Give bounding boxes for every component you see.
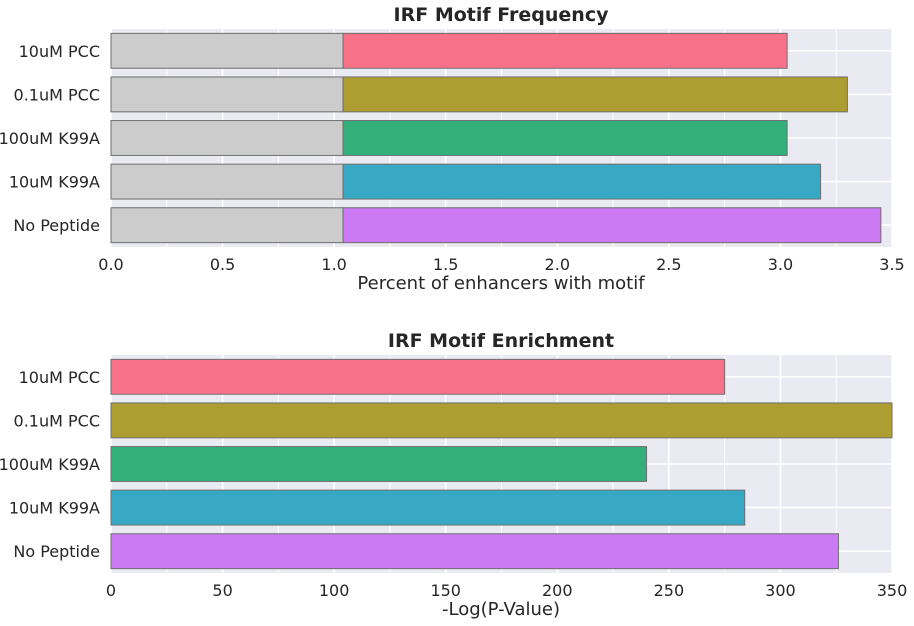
enrichment-bars <box>110 358 893 570</box>
frequency-x-tick-label: 0.5 <box>210 255 235 274</box>
enrichment-x-axis-label: -Log(P-Value) <box>442 599 560 620</box>
enrichment-y-tick-label: No Peptide <box>13 542 100 561</box>
frequency-x-tick-label: 0.0 <box>98 255 123 274</box>
enrichment-x-tick-label: 200 <box>542 581 573 600</box>
frequency-background-bar <box>110 207 344 244</box>
enrichment-y-tick-label: 10uM PCC <box>19 368 100 387</box>
frequency-background-bar <box>110 32 344 69</box>
enrichment-bar <box>110 446 648 482</box>
enrichment-x-tick-label: 150 <box>430 581 461 600</box>
frequency-bar <box>342 120 788 156</box>
frequency-y-tick-label: 10uM K99A <box>9 173 100 192</box>
frequency-chart-title: IRF Motif Frequency <box>394 4 610 26</box>
frequency-x-tick-label: 2.5 <box>656 255 681 274</box>
enrichment-x-tick-label: 100 <box>319 581 350 600</box>
frequency-x-axis-label: Percent of enhancers with motif <box>357 273 645 294</box>
frequency-y-tick-label: No Peptide <box>13 216 100 235</box>
enrichment-x-tick-label: 350 <box>877 581 908 600</box>
frequency-bar <box>342 163 822 200</box>
enrichment-x-tick-label: 50 <box>212 581 232 600</box>
frequency-background-bar <box>110 120 344 156</box>
enrichment-x-tick-labels: 0 50 100 150 200 250 300 350 <box>106 581 907 600</box>
enrichment-bar <box>110 358 726 395</box>
frequency-chart-panel: 10uM PCC 0.1uM PCC 100uM K99A 10uM K99A No P… <box>0 4 905 294</box>
frequency-bar <box>342 76 848 113</box>
enrichment-y-tick-label: 0.1uM PCC <box>14 411 100 430</box>
enrichment-bar <box>110 489 746 526</box>
frequency-x-tick-label: 1.5 <box>433 255 458 274</box>
frequency-y-tick-label: 10uM PCC <box>19 42 100 61</box>
enrichment-x-tick-label: 250 <box>654 581 685 600</box>
frequency-x-tick-label: 1.0 <box>321 255 346 274</box>
frequency-x-tick-label: 2.0 <box>545 255 570 274</box>
frequency-bar <box>342 32 788 69</box>
enrichment-y-tick-labels: 10uM PCC 0.1uM PCC 100uM K99A 10uM K99A No P… <box>0 368 100 561</box>
frequency-x-tick-label: 3.0 <box>768 255 793 274</box>
frequency-background-bar <box>110 76 344 113</box>
frequency-background-bar <box>110 163 344 200</box>
enrichment-bar <box>110 533 839 570</box>
frequency-y-tick-labels: 10uM PCC 0.1uM PCC 100uM K99A 10uM K99A No P… <box>0 42 100 235</box>
frequency-y-tick-label: 100uM K99A <box>0 129 100 148</box>
frequency-bars <box>110 32 882 244</box>
enrichment-y-tick-label: 10uM K99A <box>9 499 100 518</box>
enrichment-bar <box>110 402 893 439</box>
frequency-bar <box>342 207 882 244</box>
frequency-x-tick-label: 3.5 <box>879 255 904 274</box>
enrichment-x-tick-label: 0 <box>106 581 116 600</box>
enrichment-chart-panel: 10uM PCC 0.1uM PCC 100uM K99A 10uM K99A No P… <box>0 330 907 620</box>
enrichment-chart-title: IRF Motif Enrichment <box>388 330 614 352</box>
frequency-y-tick-label: 0.1uM PCC <box>14 85 100 104</box>
frequency-x-tick-labels: 0.0 0.5 1.0 1.5 2.0 2.5 3.0 3.5 <box>98 255 904 274</box>
enrichment-y-tick-label: 100uM K99A <box>0 455 100 474</box>
enrichment-x-tick-label: 300 <box>765 581 796 600</box>
